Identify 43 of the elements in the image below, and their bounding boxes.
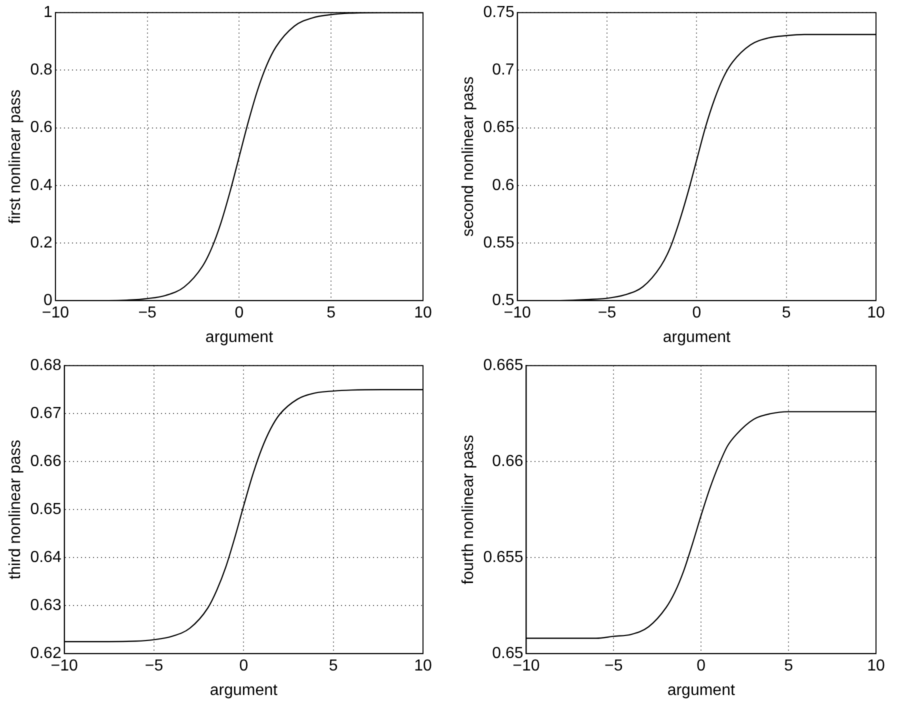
y-tick-label: 0.63 xyxy=(30,597,62,614)
x-axis-title: argument xyxy=(210,682,278,699)
y-tick-label: 0.6 xyxy=(492,176,514,194)
y-tick-label: 0.55 xyxy=(483,234,514,252)
y-tick-label: 0.65 xyxy=(30,501,62,518)
y-tick-label: 0.66 xyxy=(492,453,524,470)
x-tick-label: 0 xyxy=(239,658,248,675)
y-tick-label: 0.655 xyxy=(483,549,524,566)
x-tick-label: 5 xyxy=(784,658,794,675)
x-axis-title: argument xyxy=(667,682,736,699)
x-tick-label: 5 xyxy=(326,304,336,322)
y-tick-label: 0.7 xyxy=(492,62,514,79)
y-tick-label: 0.65 xyxy=(483,119,514,136)
x-tick-label: 10 xyxy=(867,304,885,322)
x-tick-label: −5 xyxy=(604,658,623,675)
y-tick-label: 0.665 xyxy=(483,357,524,374)
x-tick-label: 10 xyxy=(414,658,432,675)
x-tick-label: −5 xyxy=(138,304,157,322)
x-tick-label: 5 xyxy=(782,304,791,322)
x-tick-label: 0 xyxy=(696,658,706,675)
y-tick-label: 0.6 xyxy=(30,119,53,136)
y-tick-label: 1 xyxy=(44,4,53,22)
y-tick-label: 0.66 xyxy=(30,453,62,470)
x-axis-title: argument xyxy=(205,328,274,346)
y-tick-label: 0.8 xyxy=(30,62,53,79)
x-tick-label: 0 xyxy=(234,304,244,322)
x-tick-label: −5 xyxy=(144,658,164,675)
x-axis-title: argument xyxy=(662,328,732,346)
y-tick-label: 0.75 xyxy=(483,4,514,22)
x-tick-label: 5 xyxy=(328,658,338,675)
y-axis-title: first nonlinear pass xyxy=(7,89,24,224)
x-tick-label: 0 xyxy=(692,304,702,322)
x-tick-label: 10 xyxy=(414,304,432,322)
x-tick-label: 10 xyxy=(867,658,885,675)
y-tick-label: 0.2 xyxy=(30,234,53,252)
y-axis-title: fourth nonlinear pass xyxy=(460,434,478,584)
y-tick-label: 0.64 xyxy=(30,549,62,566)
x-tick-label: −5 xyxy=(598,304,616,322)
y-tick-label: 0.67 xyxy=(30,405,62,422)
y-axis-title: second nonlinear pass xyxy=(460,76,478,237)
y-tick-label: 0.68 xyxy=(30,357,62,374)
y-tick-label: 0.4 xyxy=(30,176,53,194)
y-axis-title: third nonlinear pass xyxy=(7,440,24,580)
